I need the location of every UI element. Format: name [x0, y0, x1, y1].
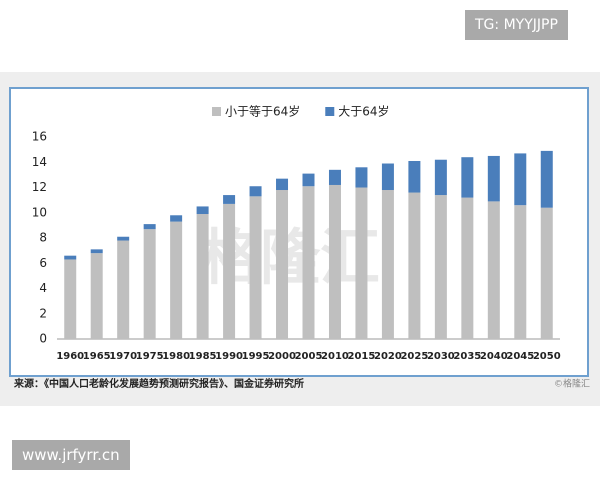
y-tick-label: 2	[39, 306, 47, 320]
legend-swatch	[212, 107, 221, 116]
bar	[381, 163, 394, 191]
footer-url: www.jrfyrr.cn	[12, 440, 130, 470]
x-tick-label: 2005	[295, 351, 323, 362]
x-tick-label: 1975	[136, 351, 164, 362]
bar	[170, 215, 183, 222]
corner-mark: ©格隆汇	[554, 378, 590, 390]
y-tick-label: 16	[32, 130, 47, 144]
chart: 格隆汇 来源：《中国人口老龄化发展趋势预测研究报告》、国金证券研究所 ©格隆汇 …	[0, 72, 600, 406]
x-tick-label: 2045	[506, 351, 534, 362]
bar	[249, 186, 262, 197]
bar	[514, 153, 527, 206]
bar	[276, 178, 289, 191]
bar	[487, 155, 500, 202]
bar	[381, 190, 394, 339]
bar	[408, 192, 421, 339]
x-tick-label: 2015	[348, 351, 376, 362]
header-tag: TG: MYYJJPP	[465, 10, 568, 40]
x-tick-label: 2030	[427, 351, 455, 362]
x-tick-label: 1985	[189, 351, 217, 362]
bar	[328, 184, 341, 339]
legend-label: 大于64岁	[338, 104, 389, 119]
y-tick-label: 12	[32, 180, 47, 194]
y-tick-label: 4	[39, 281, 47, 295]
bar	[434, 195, 447, 339]
x-tick-label: 2020	[374, 351, 402, 362]
bar	[540, 207, 553, 339]
bar	[514, 205, 527, 339]
bar	[461, 157, 474, 198]
bar	[302, 173, 315, 187]
y-tick-label: 0	[39, 332, 47, 346]
bar	[223, 203, 236, 339]
bar	[434, 159, 447, 196]
bar	[170, 221, 183, 339]
bar	[487, 201, 500, 339]
bar	[143, 224, 156, 230]
x-tick-label: 2025	[400, 351, 428, 362]
bar	[408, 160, 421, 193]
bar	[117, 236, 130, 241]
bar	[90, 253, 103, 339]
x-tick-label: 2035	[453, 351, 481, 362]
bar	[540, 150, 553, 208]
legend-swatch	[325, 107, 335, 116]
bar	[302, 186, 315, 339]
bar	[355, 167, 368, 188]
bar	[64, 259, 77, 339]
x-tick-label: 1960	[56, 351, 84, 362]
y-tick-label: 14	[32, 155, 47, 169]
source: 来源：《中国人口老龄化发展趋势预测研究报告》、国金证券研究所	[13, 377, 304, 390]
x-tick-label: 1965	[83, 351, 111, 362]
x-tick-label: 1995	[242, 351, 270, 362]
x-tick-label: 2050	[533, 351, 561, 362]
bar	[223, 195, 236, 204]
x-tick-label: 1980	[162, 351, 190, 362]
bar	[276, 190, 289, 339]
legend-label: 小于等于64岁	[225, 104, 300, 119]
y-tick-label: 6	[39, 256, 47, 270]
bar	[143, 229, 156, 339]
bar	[249, 196, 262, 339]
bar	[196, 206, 209, 215]
bar	[64, 255, 77, 260]
x-tick-label: 2000	[268, 351, 296, 362]
y-tick-label: 8	[39, 231, 47, 245]
bar	[355, 187, 368, 339]
bar	[117, 240, 130, 339]
x-tick-label: 1990	[215, 351, 243, 362]
x-tick-label: 2040	[480, 351, 508, 362]
bar	[90, 249, 103, 254]
bar	[196, 214, 209, 339]
y-tick-label: 10	[32, 205, 47, 219]
x-tick-label: 1970	[109, 351, 137, 362]
bar	[328, 169, 341, 185]
x-tick-label: 2010	[321, 351, 349, 362]
bar	[461, 197, 474, 339]
